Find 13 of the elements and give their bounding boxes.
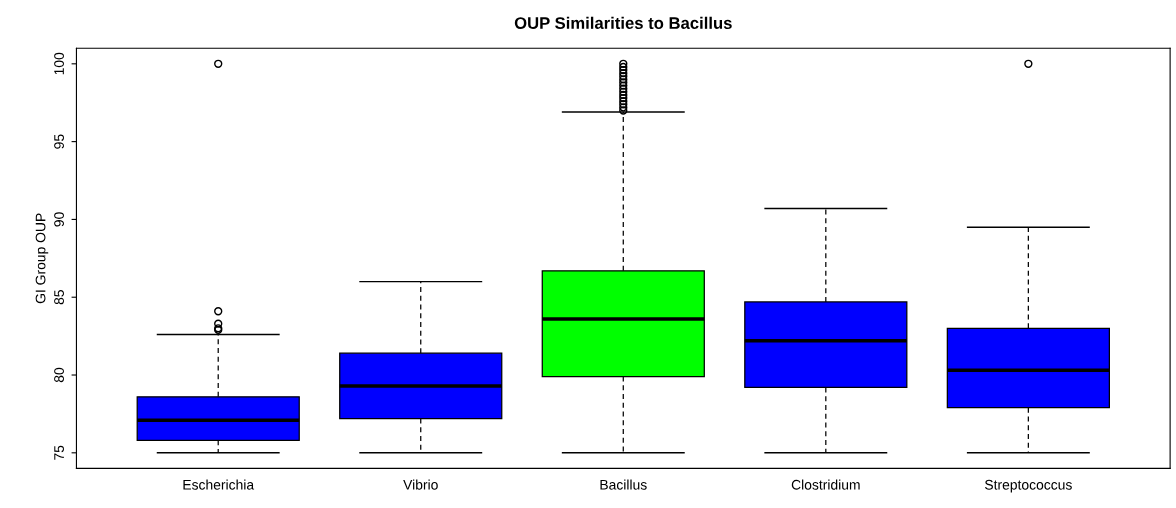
y-tick-label: 90 bbox=[54, 212, 64, 227]
chart-title: OUP Similarities to Bacillus bbox=[514, 16, 732, 29]
y-tick-label: 80 bbox=[54, 367, 64, 383]
y-tick-label: 85 bbox=[54, 290, 64, 305]
x-tick-label: Escherichia bbox=[183, 479, 255, 490]
y-tick-label: 95 bbox=[54, 134, 64, 149]
x-tick-label: Streptococcus bbox=[984, 479, 1072, 493]
x-tick-label: Vibrio bbox=[403, 479, 438, 490]
y-tick-label: 75 bbox=[54, 445, 64, 460]
y-tick-label: 100 bbox=[54, 52, 64, 75]
x-tick-label: Clostridium bbox=[791, 479, 860, 490]
y-axis-title: GI Group OUP bbox=[35, 213, 49, 304]
x-tick-label: Bacillus bbox=[600, 479, 647, 490]
